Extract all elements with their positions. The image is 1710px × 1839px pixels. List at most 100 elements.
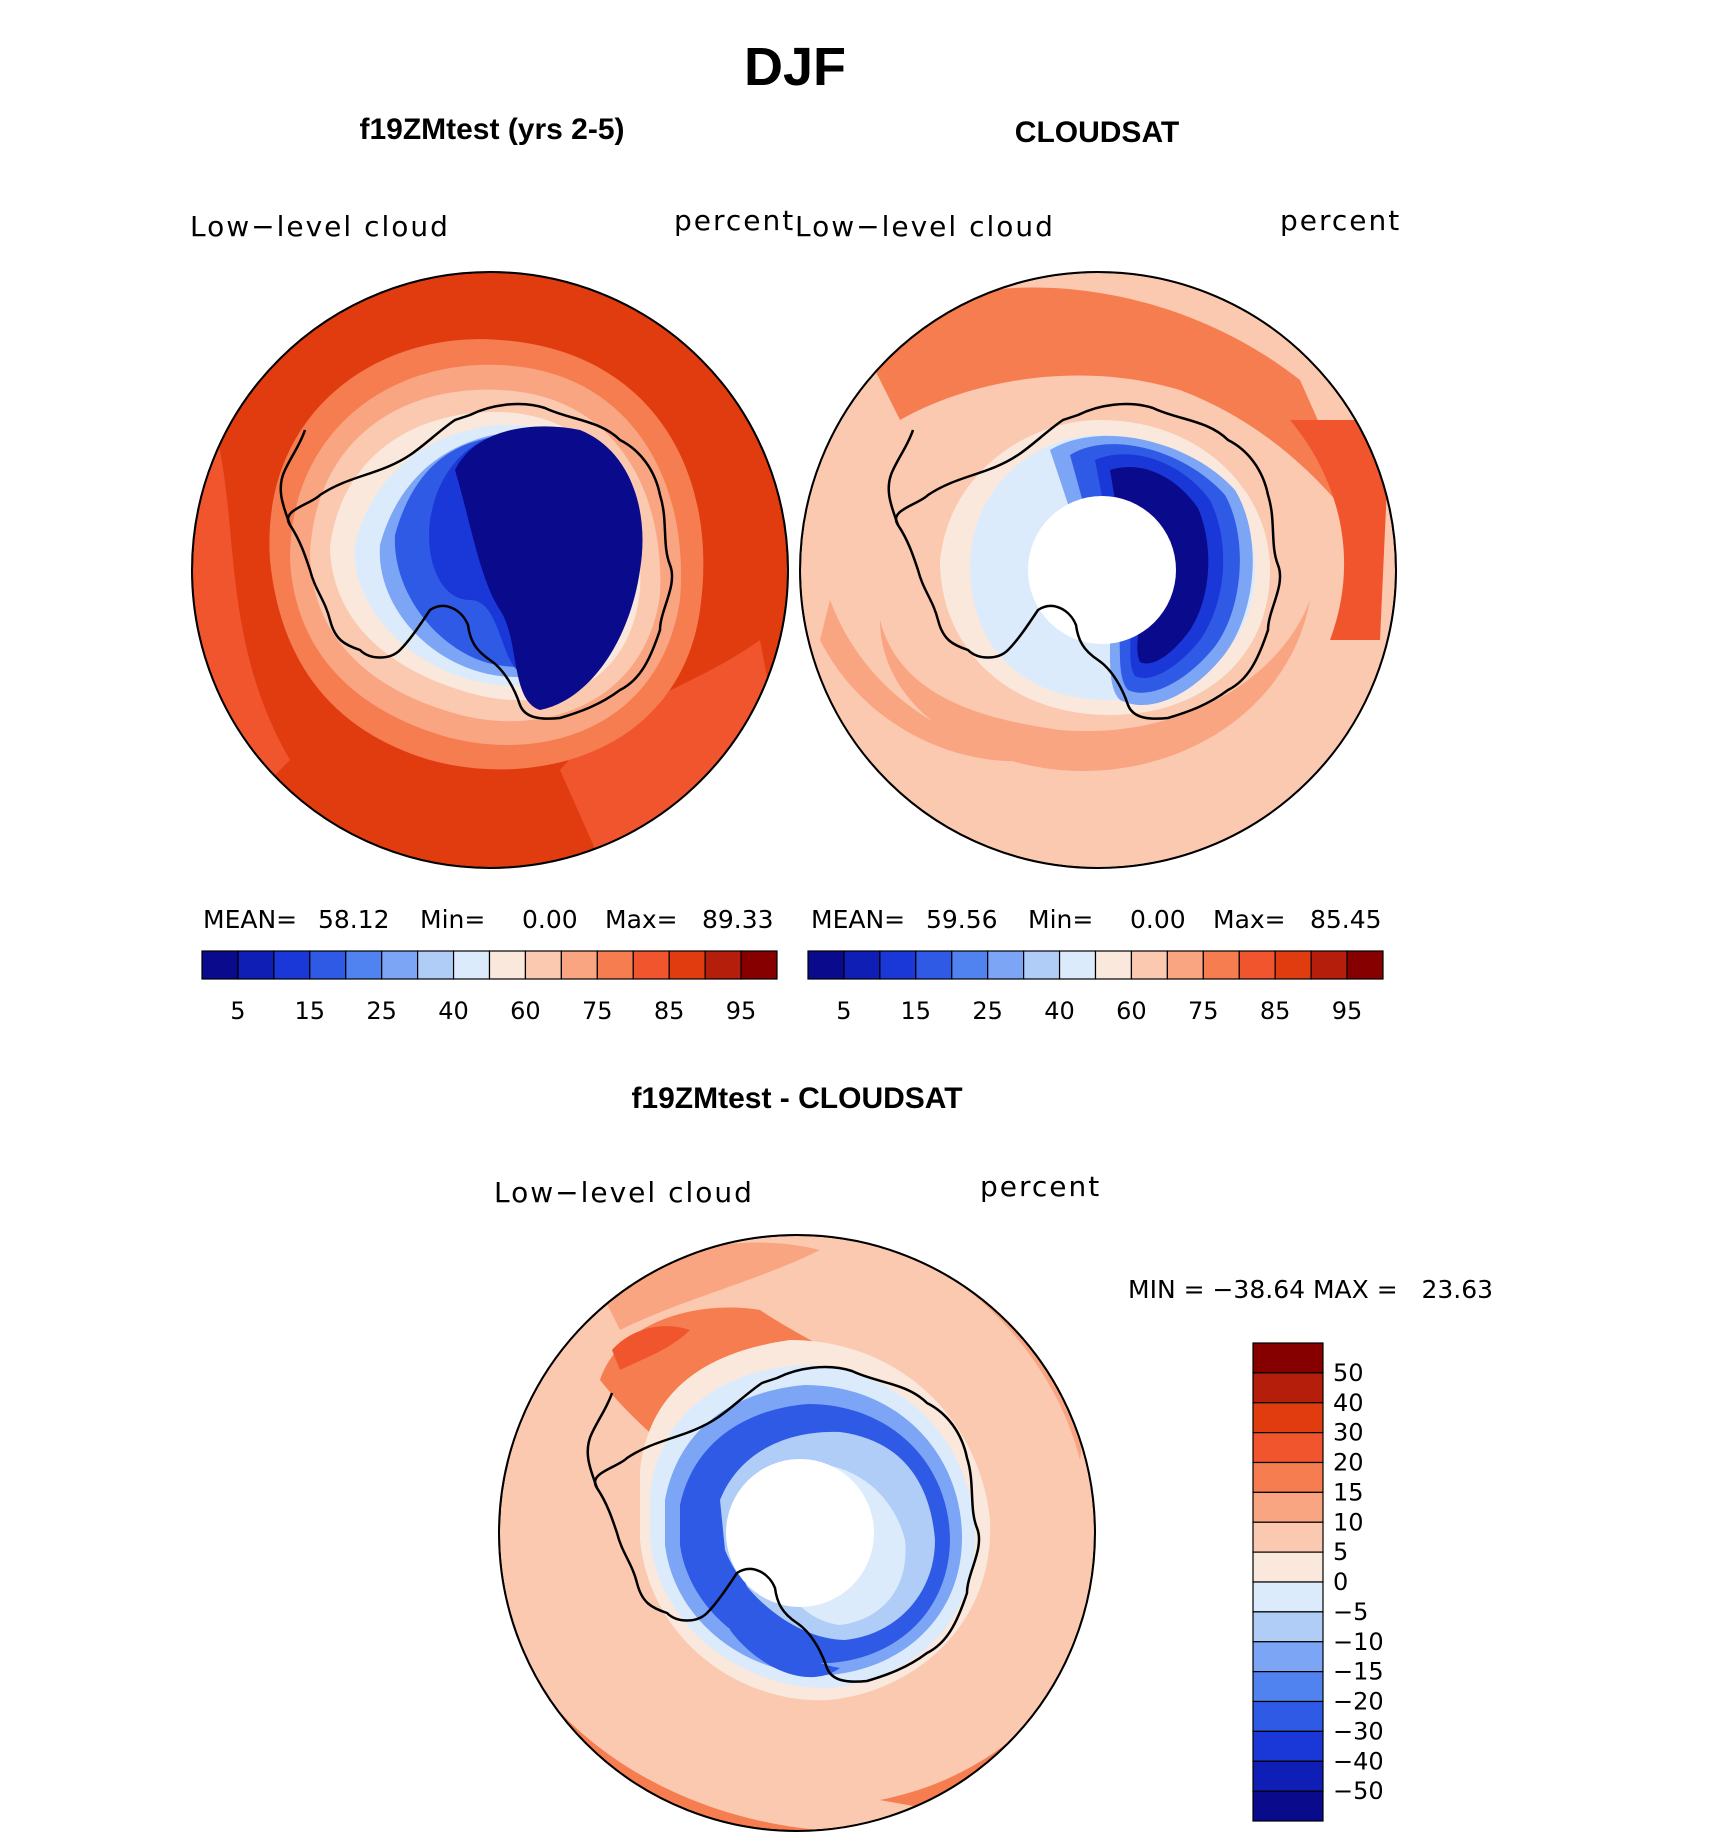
stat-max-label: Max= xyxy=(1213,905,1286,934)
colorbar-tick-label: 25 xyxy=(366,997,397,1025)
colorbar-tick-label: −20 xyxy=(1333,1688,1384,1716)
colorbar-tick-label: 15 xyxy=(901,997,932,1025)
colorbar-tick-label: 85 xyxy=(1260,997,1291,1025)
colorbar-tick-label: 40 xyxy=(438,997,469,1025)
colorbar-swatch xyxy=(1252,1730,1324,1762)
colorbar-tick-label: 20 xyxy=(1333,1449,1364,1477)
colorbar-tick-label: 85 xyxy=(654,997,685,1025)
colorbar-tick-label: 40 xyxy=(1044,997,1075,1025)
colorbar-swatch xyxy=(1252,1611,1324,1643)
variable-label: Low−level cloud xyxy=(494,1176,754,1209)
colorbar-tick-label: 5 xyxy=(1333,1538,1348,1566)
variable-label: Low−level cloud xyxy=(190,210,450,243)
units-label: percent xyxy=(674,204,795,237)
peninsula-coastline xyxy=(586,1392,614,1489)
stat-mean-value: 58.12 xyxy=(318,905,390,934)
colorbar-swatch xyxy=(807,950,845,980)
colorbar-swatch xyxy=(201,950,239,980)
antarctica-coastline xyxy=(894,402,1282,720)
colorbar-tick-label: −5 xyxy=(1333,1598,1368,1626)
colorbar-swatch xyxy=(1252,1760,1324,1792)
colorbar-tick-label: 60 xyxy=(510,997,541,1025)
colorbar-tick-label: −50 xyxy=(1333,1777,1384,1805)
colorbar-swatch xyxy=(1058,950,1097,980)
polar-map-outline xyxy=(498,1234,1096,1832)
colorbar-swatch xyxy=(1094,950,1133,980)
colorbar-swatch xyxy=(1252,1790,1324,1822)
colorbar-swatch xyxy=(596,950,634,980)
units-label: percent xyxy=(1280,204,1401,237)
colorbar-swatch xyxy=(273,950,311,980)
panel-title: f19ZMtest (yrs 2-5) xyxy=(359,113,624,146)
colorbar-swatch xyxy=(452,950,491,980)
colorbar-swatch xyxy=(1202,950,1240,980)
antarctica-coastline xyxy=(593,1365,981,1683)
colorbar-swatch xyxy=(1130,950,1168,980)
colorbar-swatch xyxy=(1252,1551,1324,1583)
polar-map xyxy=(192,272,788,868)
colorbar-swatch xyxy=(1252,1461,1324,1493)
colorbar-tick-label: −40 xyxy=(1333,1747,1384,1775)
panel-title: CLOUDSAT xyxy=(1015,116,1179,149)
stat-max-value: 89.33 xyxy=(702,905,774,934)
colorbar-tick-label: 15 xyxy=(295,997,326,1025)
polar-map-outline xyxy=(799,271,1397,869)
colorbar-swatch xyxy=(951,950,989,980)
colorbar-swatch xyxy=(1252,1641,1324,1673)
colorbar-tick-label: 10 xyxy=(1333,1508,1364,1536)
colorbar-swatch xyxy=(1252,1432,1324,1464)
colorbar-tick-label: 95 xyxy=(726,997,757,1025)
colorbar-swatch xyxy=(237,950,275,980)
colorbar-tick-label: −10 xyxy=(1333,1628,1384,1656)
colorbar-tick-label: 95 xyxy=(1332,997,1363,1025)
antarctica-coastline xyxy=(286,402,674,720)
panel-model: f19ZMtest (yrs 2-5) Low−level cloud perc… xyxy=(190,113,795,1025)
colorbar-labels: 5 15 25 40 60 75 85 95 xyxy=(836,997,1362,1025)
polar-map xyxy=(800,272,1396,868)
colorbar-swatch xyxy=(879,950,917,980)
colorbar-swatch xyxy=(1252,1521,1324,1553)
variable-label: Low−level cloud xyxy=(795,210,1055,243)
colorbar-swatch xyxy=(740,950,778,980)
colorbar-tick-label: −15 xyxy=(1333,1658,1384,1686)
colorbar-swatch xyxy=(1274,950,1312,980)
colorbar-swatch xyxy=(1252,1491,1324,1523)
colorbar-swatch xyxy=(1238,950,1276,980)
colorbar-swatch xyxy=(1252,1700,1324,1732)
colorbar-swatch xyxy=(915,950,953,980)
season-title: DJF xyxy=(744,37,846,97)
colorbar xyxy=(807,950,1384,980)
colorbar-swatch xyxy=(1023,950,1061,980)
colorbar-swatch xyxy=(560,950,598,980)
colorbar-swatch xyxy=(345,950,383,980)
colorbar-swatch xyxy=(1166,950,1204,980)
stat-min-value: 0.00 xyxy=(1130,905,1186,934)
colorbar-tick-label: 75 xyxy=(1188,997,1219,1025)
colorbar-swatch xyxy=(668,950,706,980)
colorbar-swatch xyxy=(417,950,455,980)
colorbar-tick-label: 50 xyxy=(1333,1359,1364,1387)
colorbar-swatch xyxy=(1252,1372,1324,1404)
colorbar-swatch xyxy=(1252,1342,1324,1374)
stat-min-label: Min= xyxy=(420,905,485,934)
stat-mean-label: MEAN= xyxy=(203,905,297,934)
stat-mean-value: 59.56 xyxy=(926,905,998,934)
colorbar-swatch xyxy=(309,950,347,980)
colorbar-swatch xyxy=(524,950,562,980)
minmax-label: MIN = −38.64 MAX = 23.63 xyxy=(1128,1275,1493,1304)
stat-mean-label: MEAN= xyxy=(811,905,905,934)
stat-min-value: 0.00 xyxy=(522,905,578,934)
colorbar-tick-label: 30 xyxy=(1333,1419,1364,1447)
colorbar-tick-label: 0 xyxy=(1333,1568,1348,1596)
colorbar-tick-label: 5 xyxy=(836,997,851,1025)
units-label: percent xyxy=(980,1170,1101,1203)
colorbar-swatch xyxy=(704,950,742,980)
colorbar-swatch xyxy=(843,950,881,980)
colorbar-tick-label: 5 xyxy=(230,997,245,1025)
colorbar-vertical xyxy=(1252,1342,1324,1822)
peninsula-coastline xyxy=(279,429,307,526)
polar-map-outline xyxy=(191,271,789,869)
colorbar-swatch xyxy=(632,950,670,980)
colorbar-swatch xyxy=(1252,1671,1324,1703)
